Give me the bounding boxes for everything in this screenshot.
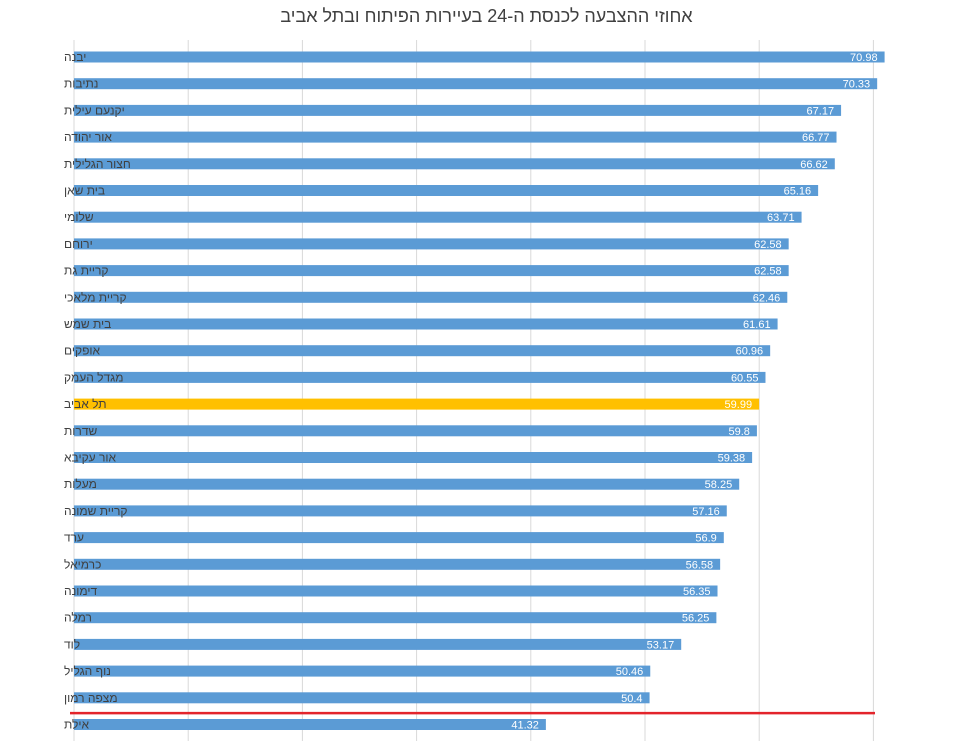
category-label: בית שאן bbox=[64, 184, 105, 198]
category-label: אור יהודה bbox=[64, 130, 112, 144]
category-label: מצפה רמון bbox=[64, 691, 118, 705]
bar bbox=[74, 265, 789, 277]
category-label: קריית שמונה bbox=[64, 504, 128, 518]
category-label: אור עקיבא bbox=[64, 451, 117, 465]
category-label: דימונה bbox=[64, 584, 98, 598]
bar bbox=[74, 345, 771, 357]
category-label: ירוחם bbox=[64, 237, 93, 251]
category-label: תל אביב bbox=[64, 397, 107, 411]
bar bbox=[74, 78, 878, 90]
category-label: מגדל העמק bbox=[64, 370, 123, 384]
data-label: 62.58 bbox=[754, 239, 782, 251]
data-label: 62.46 bbox=[753, 292, 781, 304]
data-label: 67.17 bbox=[807, 105, 835, 117]
category-label: בית שמש bbox=[64, 317, 111, 331]
bar bbox=[74, 104, 842, 116]
bar bbox=[74, 131, 837, 143]
category-label: רמלה bbox=[64, 611, 92, 625]
bar bbox=[74, 51, 885, 63]
bar bbox=[74, 665, 651, 677]
bar bbox=[74, 425, 757, 437]
data-label: 56.35 bbox=[683, 586, 711, 598]
category-label: נוף הגליל bbox=[64, 664, 111, 678]
bar bbox=[74, 478, 740, 490]
bar bbox=[74, 291, 788, 303]
data-label: 56.9 bbox=[695, 533, 716, 545]
data-label: 50.4 bbox=[621, 693, 642, 705]
bar-highlight bbox=[74, 398, 760, 410]
category-label: יבנה bbox=[64, 50, 86, 64]
bar bbox=[74, 638, 682, 650]
data-label: 56.25 bbox=[682, 613, 710, 625]
category-label: מעלות bbox=[64, 477, 97, 491]
bar bbox=[74, 371, 766, 383]
data-label: 60.96 bbox=[736, 346, 764, 358]
category-label: נתיבות bbox=[64, 77, 98, 91]
data-label: 66.62 bbox=[800, 159, 828, 171]
data-label: 70.98 bbox=[850, 52, 878, 64]
data-label: 59.38 bbox=[718, 453, 746, 465]
data-label: 41.32 bbox=[511, 720, 539, 732]
category-label: ערד bbox=[64, 531, 84, 545]
category-label: חצור הגלילית bbox=[64, 157, 131, 171]
category-label: כרמיאל bbox=[64, 557, 101, 571]
data-label: 57.16 bbox=[692, 506, 720, 518]
data-label: 61.61 bbox=[743, 319, 771, 331]
category-label: שדרות bbox=[64, 424, 97, 438]
bar bbox=[74, 211, 802, 223]
bar bbox=[74, 318, 778, 330]
bar bbox=[74, 558, 721, 570]
bar bbox=[74, 505, 727, 517]
chart-title: אחוזי ההצבעה לכנסת ה-24 בעיירות הפיתוח ו… bbox=[280, 6, 693, 26]
data-label: 65.16 bbox=[784, 186, 812, 198]
data-label: 53.17 bbox=[647, 639, 675, 651]
category-label: שלומי bbox=[64, 210, 94, 224]
category-label: לוד bbox=[64, 637, 80, 651]
bar bbox=[74, 532, 724, 544]
data-label: 62.58 bbox=[754, 266, 782, 278]
bar bbox=[74, 238, 789, 250]
data-label: 63.71 bbox=[767, 212, 795, 224]
bar bbox=[74, 585, 718, 597]
category-label: יקנעם עילית bbox=[64, 103, 125, 117]
bar bbox=[74, 452, 753, 463]
category-label: קריית גת bbox=[64, 264, 108, 278]
category-label: קריית מלאכי bbox=[64, 290, 127, 304]
data-label: 56.58 bbox=[686, 559, 714, 571]
data-label: 50.46 bbox=[616, 666, 644, 678]
data-label: 59.8 bbox=[728, 426, 749, 438]
bar bbox=[74, 612, 717, 624]
data-label: 66.77 bbox=[802, 132, 830, 144]
category-label: אופקים bbox=[64, 344, 101, 358]
data-label: 58.25 bbox=[705, 479, 733, 491]
data-label: 70.33 bbox=[843, 79, 871, 91]
bar bbox=[74, 185, 819, 196]
bar bbox=[74, 692, 650, 704]
bar bbox=[74, 719, 546, 730]
category-label: אילת bbox=[64, 718, 90, 732]
data-label: 60.55 bbox=[731, 372, 759, 384]
bar bbox=[74, 158, 835, 170]
data-label: 59.99 bbox=[725, 399, 753, 411]
